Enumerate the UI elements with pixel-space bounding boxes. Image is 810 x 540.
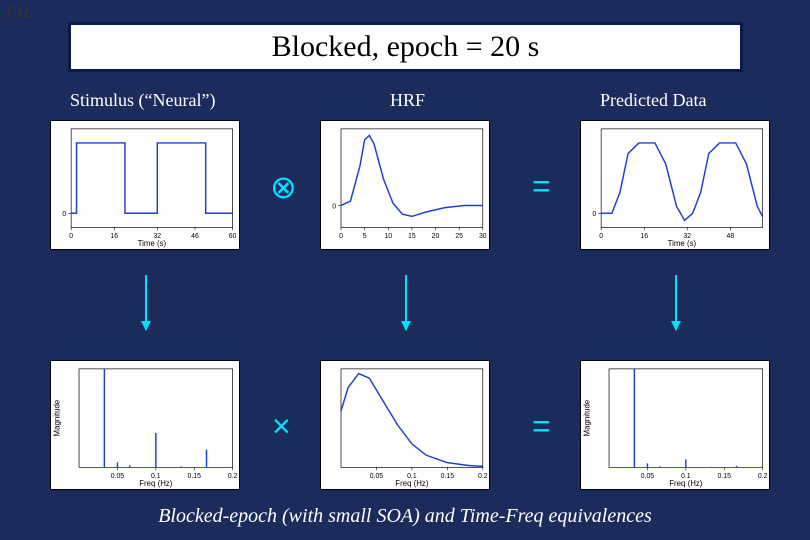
- svg-text:0: 0: [339, 233, 343, 240]
- equals-operator-2: =: [532, 408, 551, 445]
- svg-text:Magnitude: Magnitude: [582, 399, 591, 436]
- chart-stimulus-freq: 0.050.10.150.2Freq (Hz)Magnitude: [50, 360, 240, 490]
- arrow-predicted: [675, 275, 677, 330]
- svg-text:0.2: 0.2: [478, 473, 488, 480]
- svg-text:0: 0: [599, 233, 603, 240]
- svg-text:0.2: 0.2: [228, 473, 238, 480]
- svg-text:0: 0: [332, 203, 336, 210]
- arrow-hrf: [405, 275, 407, 330]
- chart-predicted-freq: 0.050.10.150.2Freq (Hz)Magnitude: [580, 360, 770, 490]
- svg-text:0: 0: [592, 211, 596, 218]
- svg-text:Time (s): Time (s): [668, 239, 697, 248]
- chart-hrf-freq: 0.050.10.150.2Freq (Hz): [320, 360, 490, 490]
- title-text: Blocked, epoch = 20 s: [272, 30, 540, 64]
- svg-text:30: 30: [479, 233, 487, 240]
- svg-text:0.15: 0.15: [188, 473, 202, 480]
- chart-predicted-time: 0163248640Time (s): [580, 120, 770, 250]
- title-box: Blocked, epoch = 20 s: [68, 22, 743, 72]
- svg-text:0.05: 0.05: [641, 473, 655, 480]
- chart-stimulus-time: 0163246600Time (s): [50, 120, 240, 250]
- svg-text:Freq (Hz): Freq (Hz): [139, 479, 173, 488]
- svg-text:60: 60: [229, 233, 237, 240]
- svg-text:0: 0: [62, 211, 66, 218]
- svg-text:20: 20: [432, 233, 440, 240]
- svg-text:Freq (Hz): Freq (Hz): [669, 479, 703, 488]
- svg-text:0.05: 0.05: [370, 473, 384, 480]
- svg-text:16: 16: [110, 233, 118, 240]
- svg-text:0.15: 0.15: [718, 473, 732, 480]
- svg-text:15: 15: [408, 233, 416, 240]
- header-predicted: Predicted Data: [600, 90, 706, 111]
- svg-text:0.05: 0.05: [111, 473, 125, 480]
- svg-text:16: 16: [640, 233, 648, 240]
- svg-text:48: 48: [727, 233, 735, 240]
- svg-text:Freq (Hz): Freq (Hz): [395, 479, 429, 488]
- arrow-stimulus: [145, 275, 147, 330]
- svg-text:0: 0: [69, 233, 73, 240]
- chart-hrf-time: 0 5 10 15 20 25 30 0: [320, 120, 490, 250]
- mult-operator-icon: ×: [272, 408, 291, 445]
- header-hrf: HRF: [390, 90, 425, 111]
- caption: Blocked-epoch (with small SOA) and Time-…: [0, 505, 810, 528]
- fil-label: FIL: [6, 4, 33, 22]
- svg-text:25: 25: [455, 233, 463, 240]
- header-stimulus: Stimulus (“Neural”): [70, 90, 215, 111]
- svg-text:46: 46: [191, 233, 199, 240]
- svg-text:Time (s): Time (s): [138, 239, 167, 248]
- equals-operator-1: =: [532, 168, 551, 205]
- conv-operator-icon: ⊗: [270, 168, 297, 206]
- svg-text:5: 5: [363, 233, 367, 240]
- svg-text:0.15: 0.15: [441, 473, 455, 480]
- svg-text:Magnitude: Magnitude: [52, 399, 61, 436]
- svg-text:10: 10: [384, 233, 392, 240]
- svg-text:0.2: 0.2: [758, 473, 768, 480]
